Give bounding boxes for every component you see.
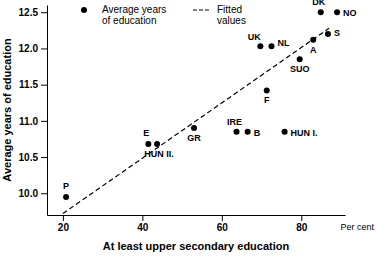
- point-label: DK: [312, 0, 325, 7]
- legend-label: Average yearsof education: [102, 4, 166, 26]
- point: [234, 129, 240, 135]
- point: [282, 129, 288, 135]
- x-tick: 60: [217, 215, 229, 233]
- marks: [63, 9, 340, 213]
- point-label: GR: [187, 133, 201, 143]
- point-label: E: [143, 128, 149, 138]
- y-axis-title: Average years of education: [1, 38, 13, 182]
- y-tick-label: 12.0: [19, 43, 39, 54]
- x-axis-line: [48, 215, 346, 216]
- x-tick-mark: [301, 215, 302, 221]
- x-unit-label: Per cent: [340, 222, 374, 232]
- legend-swatch: [193, 10, 211, 11]
- point-label: IRE: [227, 117, 242, 127]
- point: [63, 194, 69, 200]
- y-tick-mark: [41, 12, 47, 13]
- legend: Average yearsof education Fittedvalues: [81, 4, 246, 26]
- legend-item: Average yearsof education: [81, 4, 166, 26]
- x-tick-label: 40: [137, 222, 149, 233]
- point-label: NO: [343, 8, 357, 18]
- point: [297, 56, 303, 62]
- x-tick: 40: [137, 215, 149, 233]
- x-axis: 20 40 60 80: [48, 215, 346, 233]
- point: [334, 9, 340, 15]
- y-tick-mark: [41, 121, 47, 122]
- y-tick-label: 11.5: [19, 79, 38, 90]
- x-tick-mark: [142, 215, 143, 221]
- point: [191, 125, 197, 131]
- y-tick-mark: [41, 157, 47, 158]
- legend-swatch: [81, 7, 87, 13]
- y-tick: 10.5: [19, 152, 47, 163]
- legend-label: Fittedvalues: [217, 4, 246, 26]
- point: [318, 9, 324, 15]
- y-tick: 10.0: [19, 188, 47, 199]
- x-tick-label: 60: [217, 222, 229, 233]
- point-label: P: [63, 181, 69, 191]
- y-tick: 12.5: [19, 7, 47, 18]
- y-tick-mark: [41, 48, 47, 49]
- y-tick: 12.0: [19, 43, 47, 54]
- y-tick-label: 10.0: [19, 188, 39, 199]
- point-label: NL: [277, 38, 289, 48]
- fitted-line: [63, 28, 329, 213]
- point-label: HUN II.: [144, 149, 174, 159]
- y-tick-mark: [41, 193, 47, 194]
- x-tick-mark: [222, 215, 223, 221]
- point: [145, 141, 151, 147]
- y-tick-label: 12.5: [19, 7, 39, 18]
- point-label: F: [264, 95, 270, 105]
- point: [154, 141, 160, 147]
- x-tick: 80: [296, 215, 308, 233]
- plot: 20 40 60 80 10.0 10.5 11.0 11.5 12.0 12.5 P E HUN II…: [19, 0, 357, 233]
- chart: 20 40 60 80 10.0 10.5 11.0 11.5 12.0 12.5 P E HUN II…: [0, 0, 376, 257]
- point-label: A: [310, 45, 317, 55]
- point: [325, 31, 331, 37]
- point-labels: P E HUN II. GR IRE B HUN I. F UK NL SUOA S DK NO: [63, 0, 356, 191]
- x-tick-label: 80: [296, 222, 308, 233]
- x-tick-mark: [63, 215, 64, 221]
- y-tick: 11.5: [19, 79, 47, 90]
- legend-item: Fittedvalues: [193, 4, 246, 26]
- point: [245, 129, 251, 135]
- x-tick-label: 20: [58, 222, 70, 233]
- point-label: HUN I.: [291, 128, 318, 138]
- point-label: SUO: [290, 64, 310, 74]
- y-tick-mark: [41, 85, 47, 86]
- y-axis-line: [47, 6, 48, 216]
- point: [264, 87, 270, 93]
- point-label: S: [334, 28, 340, 38]
- y-tick: 11.0: [19, 116, 47, 127]
- y-tick-label: 11.0: [19, 116, 38, 127]
- point: [257, 43, 263, 49]
- y-tick-label: 10.5: [19, 152, 39, 163]
- point: [268, 43, 274, 49]
- point-label: B: [254, 128, 261, 138]
- point-label: UK: [248, 32, 261, 42]
- x-tick: 20: [58, 215, 70, 233]
- y-axis: 10.0 10.5 11.0 11.5 12.0 12.5: [19, 6, 48, 216]
- x-axis-title: At least upper secondary education: [103, 240, 290, 252]
